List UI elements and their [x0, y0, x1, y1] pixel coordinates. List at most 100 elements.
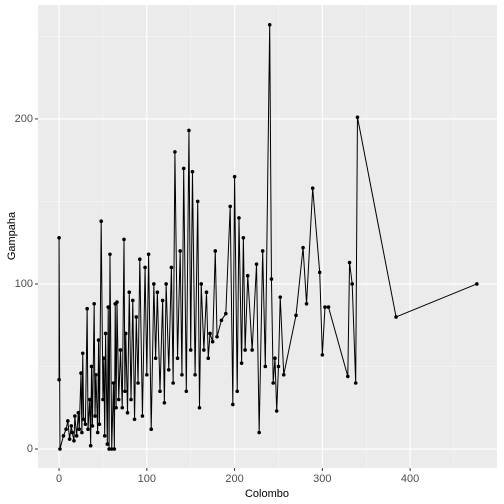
point [278, 295, 283, 299]
point [263, 364, 268, 369]
point [274, 409, 279, 413]
point [190, 169, 195, 174]
point [85, 306, 89, 311]
x-tick-label: 100 [138, 473, 156, 485]
point [97, 422, 102, 427]
x-tick-label: 200 [225, 473, 243, 485]
point [254, 262, 259, 266]
point [347, 260, 352, 265]
point [304, 301, 309, 306]
point [294, 313, 298, 318]
point [241, 235, 246, 240]
point [89, 364, 94, 369]
point [116, 397, 121, 402]
point [114, 405, 118, 410]
point [204, 290, 209, 295]
point [269, 277, 274, 281]
point [180, 372, 184, 377]
point [107, 447, 111, 451]
point [96, 338, 101, 342]
point [81, 417, 86, 422]
point [219, 318, 224, 323]
point [232, 174, 237, 179]
point [93, 414, 97, 418]
point [152, 282, 156, 286]
point [86, 427, 90, 432]
point [158, 389, 162, 394]
point [83, 422, 88, 427]
point [125, 410, 130, 415]
point [129, 397, 133, 402]
point [231, 402, 235, 407]
point [69, 424, 74, 428]
point [146, 252, 151, 257]
point [90, 424, 95, 428]
point [57, 377, 61, 382]
point [77, 427, 82, 432]
point [215, 334, 219, 339]
point [74, 434, 79, 438]
point [199, 282, 204, 286]
point [206, 356, 211, 361]
point [94, 372, 98, 377]
point [130, 298, 135, 303]
point [355, 115, 360, 120]
point [145, 372, 149, 377]
point [138, 257, 142, 261]
point [162, 401, 167, 405]
point [155, 290, 160, 295]
point [87, 397, 92, 402]
point [326, 305, 331, 309]
point [260, 249, 265, 253]
point [276, 364, 281, 369]
point [301, 245, 305, 250]
point [109, 447, 114, 451]
point [103, 331, 108, 336]
point [267, 23, 272, 27]
point [132, 417, 137, 422]
point [120, 405, 125, 410]
point [143, 265, 147, 270]
x-tick-label: 0 [56, 473, 62, 485]
point [202, 348, 206, 352]
point [245, 273, 250, 278]
point [250, 348, 254, 352]
point [213, 249, 218, 253]
point [317, 270, 322, 275]
point [188, 348, 193, 352]
point [136, 381, 140, 385]
point [273, 356, 277, 361]
point [73, 414, 77, 418]
point [88, 443, 93, 448]
point [112, 447, 117, 451]
point [79, 371, 83, 375]
point [80, 351, 85, 356]
point [346, 374, 350, 379]
point [149, 427, 154, 432]
point [208, 331, 212, 336]
point [237, 216, 241, 220]
point [106, 305, 111, 309]
point [320, 353, 325, 357]
point [178, 249, 182, 253]
point [353, 381, 358, 385]
point [66, 419, 70, 423]
y-tick-label: 100 [15, 278, 33, 290]
point [61, 434, 66, 438]
y-tick-label: 200 [15, 113, 33, 125]
point [127, 290, 132, 295]
point [350, 282, 354, 286]
point [64, 427, 68, 432]
point [58, 447, 62, 451]
point [101, 397, 105, 402]
point [228, 204, 233, 209]
point [118, 348, 123, 352]
point [153, 356, 158, 361]
point [475, 282, 479, 286]
point [160, 298, 165, 303]
point [99, 219, 103, 224]
point [123, 389, 127, 394]
point [80, 430, 84, 435]
point [102, 356, 106, 361]
